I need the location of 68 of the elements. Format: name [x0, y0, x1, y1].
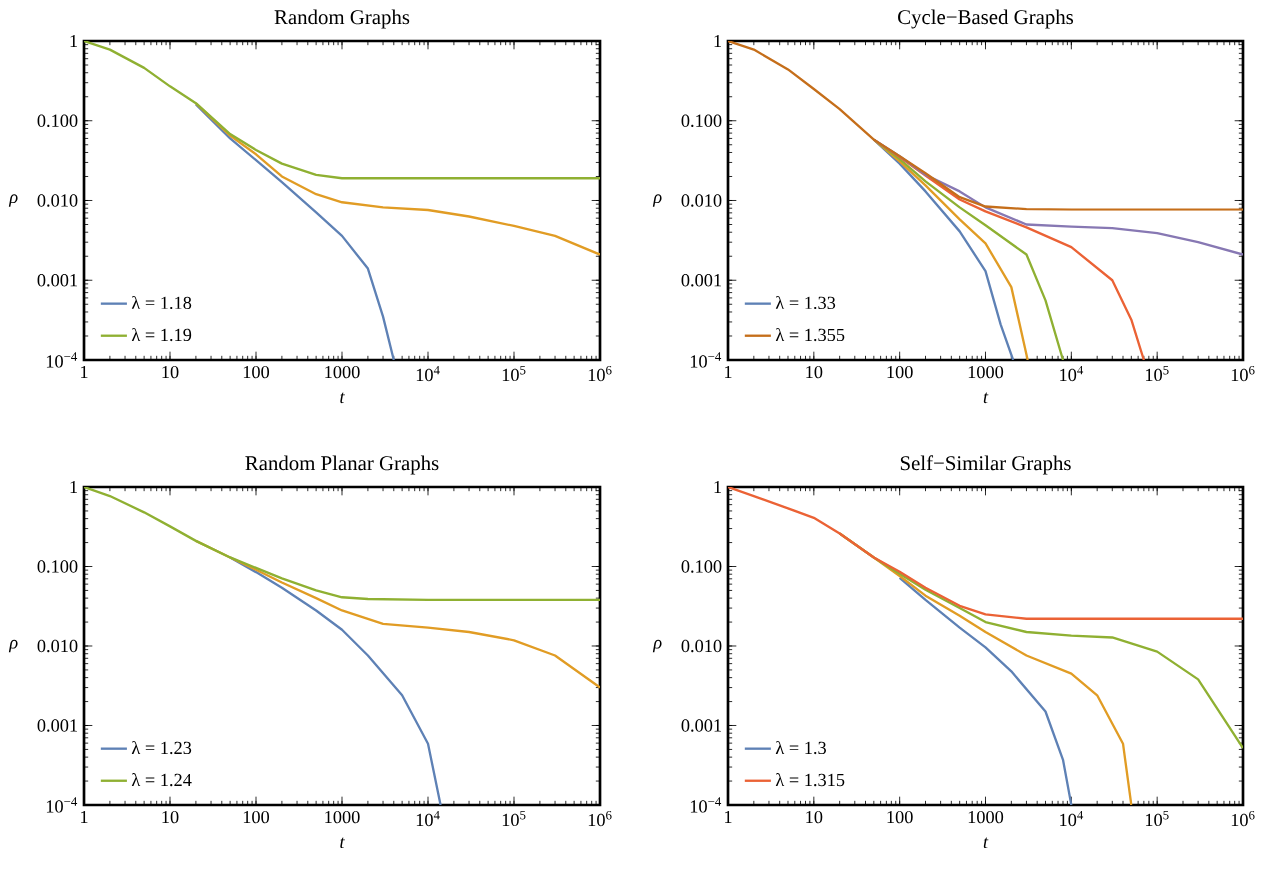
y-tick-label: 0.001	[681, 719, 721, 732]
x-tick-label: 1000	[325, 365, 360, 379]
x-tick-label: 100	[243, 365, 270, 379]
legend-label: λ = 1.24	[131, 773, 192, 787]
x-tick-label: 1	[81, 810, 88, 823]
y-axis-title: ρ	[652, 639, 662, 653]
x-axis-title: t	[340, 837, 345, 849]
x-tick-label: 100	[243, 810, 270, 824]
y-tick-label: 10$^{−4}$	[690, 352, 722, 368]
y-tick-label: 10$^{−4}$	[46, 797, 78, 813]
legend-label: λ = 1.33	[775, 295, 836, 310]
y-tick-label: 0.100	[681, 560, 722, 573]
x-tick-label: 10$^{6}$	[1231, 810, 1255, 827]
legend-label: λ = 1.19	[131, 328, 192, 342]
chart-title: Self−Similar Graphs	[900, 455, 1071, 475]
y-axis-title: ρ	[652, 194, 662, 207]
legend-label: λ = 1.18	[131, 295, 192, 310]
legend-label: λ = 1.355	[775, 328, 845, 342]
y-tick-label: 0.010	[37, 194, 78, 207]
x-tick-label: 10	[162, 365, 179, 379]
y-tick-label: 1	[714, 34, 721, 48]
y-tick-label: 0.010	[681, 639, 722, 653]
x-tick-label: 1000	[968, 365, 1004, 379]
legend-label: λ = 1.3	[775, 740, 826, 755]
y-tick-label: 0.100	[681, 114, 722, 127]
x-tick-label: 10$^{5}$	[1145, 810, 1169, 827]
y-tick-label: 0.010	[681, 194, 722, 207]
x-tick-label: 1	[725, 810, 732, 823]
legend-label: λ = 1.23	[131, 740, 192, 755]
y-tick-label: 1	[714, 480, 721, 494]
x-tick-label: 10$^{4}$	[416, 810, 440, 827]
legend-label: λ = 1.315	[775, 773, 845, 787]
x-tick-label: 10$^{5}$	[502, 810, 526, 827]
x-tick-label: 10$^{5}$	[1145, 365, 1169, 382]
y-tick-label: 0.100	[37, 114, 78, 127]
x-tick-label: 10	[806, 810, 823, 824]
x-tick-label: 10$^{6}$	[588, 365, 612, 382]
x-tick-label: 100	[887, 810, 913, 824]
x-axis-title: t	[983, 837, 989, 849]
chart-title: Random Planar Graphs	[245, 455, 439, 475]
y-tick-label: 0.001	[37, 719, 77, 732]
x-tick-label: 10	[162, 810, 179, 824]
x-tick-label: 1	[725, 365, 732, 378]
x-tick-label: 10	[806, 365, 823, 379]
y-tick-label: 0.001	[681, 274, 721, 287]
x-tick-label: 10$^{4}$	[1060, 365, 1084, 382]
y-tick-label: 0.100	[37, 560, 78, 573]
x-tick-label: 100	[887, 365, 913, 379]
x-tick-label: 10$^{4}$	[1060, 810, 1084, 827]
x-tick-label: 10$^{4}$	[416, 365, 440, 382]
x-axis-title: t	[983, 392, 989, 404]
y-axis-title: ρ	[8, 194, 18, 207]
x-tick-label: 1	[81, 365, 88, 378]
y-tick-label: 1	[70, 480, 78, 494]
y-tick-label: 10$^{−4}$	[690, 797, 722, 813]
y-tick-label: 0.010	[37, 639, 78, 653]
x-axis-title: t	[340, 392, 345, 404]
x-tick-label: 10$^{6}$	[1231, 365, 1255, 382]
chart-title: Cycle−Based Graphs	[898, 9, 1074, 29]
x-tick-label: 1000	[968, 810, 1004, 824]
y-tick-label: 0.001	[37, 274, 77, 287]
chart-title: Random Graphs	[274, 9, 410, 29]
x-tick-label: 10$^{5}$	[502, 365, 526, 382]
y-tick-label: 10$^{−4}$	[46, 352, 78, 368]
x-tick-label: 1000	[325, 810, 360, 824]
x-tick-label: 10$^{6}$	[588, 810, 612, 827]
y-axis-title: ρ	[8, 639, 18, 653]
y-tick-label: 1	[70, 34, 78, 48]
